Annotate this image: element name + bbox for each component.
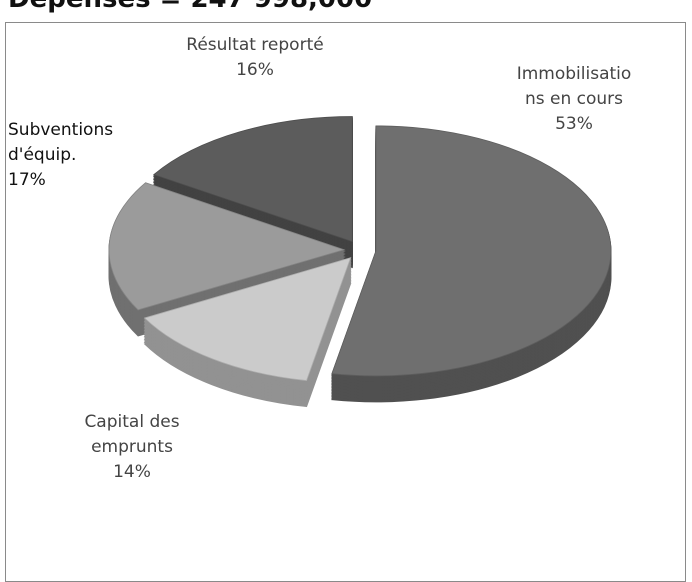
slice [143, 257, 352, 381]
slice [153, 116, 353, 243]
slice [331, 125, 612, 377]
slice-label: Résultat reporté 16% [180, 33, 330, 83]
category-label: Subventions d'équip. [8, 120, 114, 165]
slice-label: Subventions d'équip. 17% [8, 118, 148, 193]
slice-label: Capital des emprunts 14% [62, 410, 202, 485]
category-label: Capital des emprunts [84, 412, 180, 457]
slice-group [143, 257, 352, 408]
slice-group [108, 182, 346, 337]
slice-group [152, 116, 353, 269]
slice-label: Immobilisations en cours 53% [515, 62, 633, 137]
value-label: 53% [555, 114, 593, 134]
value-label: 16% [236, 60, 274, 80]
value-label: 17% [8, 170, 46, 190]
chart-title: Dépenses = 247 998,000 [8, 0, 372, 14]
slice [108, 182, 346, 311]
value-label: 14% [113, 462, 151, 482]
category-label: Résultat reporté [186, 35, 324, 55]
slice-group [331, 125, 612, 403]
category-label: Immobilisations en cours [516, 64, 632, 109]
